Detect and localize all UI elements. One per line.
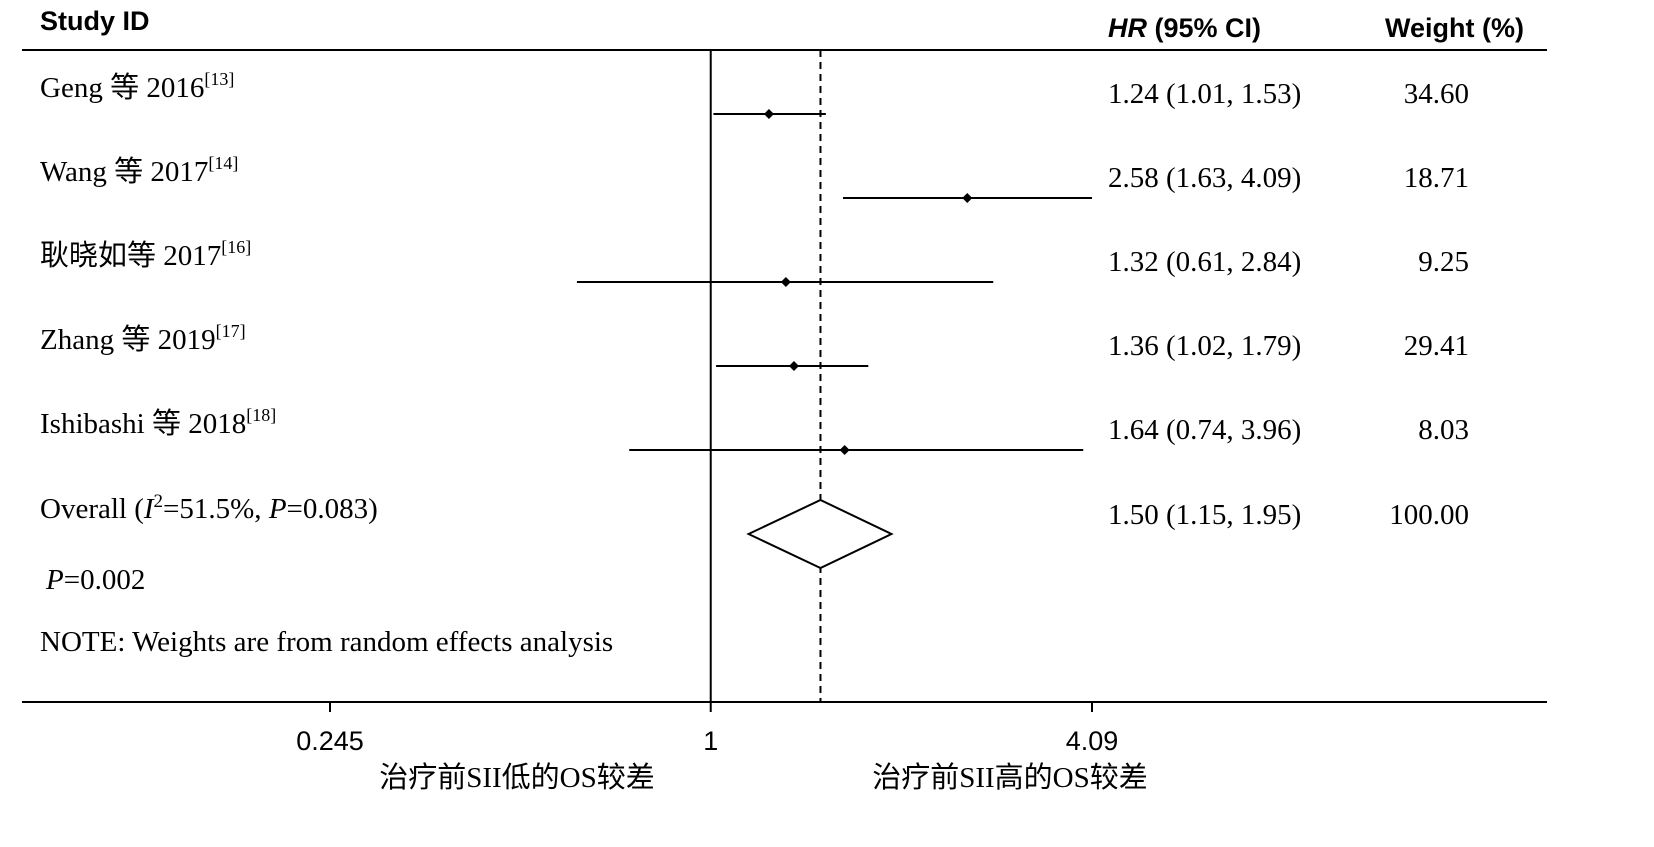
tick-label: 4.09 (1066, 726, 1119, 756)
header-ci-label: (95% CI) (1147, 13, 1261, 43)
ci-text: 1.32 (0.61, 2.84) (1108, 246, 1301, 278)
weights-note: NOTE: Weights are from random effects an… (40, 626, 613, 658)
study-label: Ishibashi 等 2018[18] (40, 405, 276, 440)
overall-p2-value: =0.002 (64, 564, 146, 596)
study-row: Ishibashi 等 2018[18] 1.64 (0.74, 3.96) 8.0… (40, 405, 1469, 455)
weight-value: 34.60 (1404, 78, 1469, 110)
study-name: 耿晓如等 2017 (40, 239, 221, 272)
study-name: Geng 等 2016 (40, 71, 204, 104)
weight-value: 8.03 (1418, 414, 1469, 446)
header-hr-ci: HR (95% CI) (1108, 13, 1261, 43)
overall-row: Overall (I2=51.5%, P=0.083) 1.50 (1.15, … (40, 491, 1469, 570)
weight-value: 29.41 (1404, 330, 1469, 362)
study-ref: [18] (246, 405, 276, 425)
study-row: 耿晓如等 2017[16] 1.32 (0.61, 2.84) 9.25 (40, 237, 1469, 287)
study-row: Zhang 等 2019[17] 1.36 (1.02, 1.79) 29.41 (40, 321, 1469, 371)
study-name: Ishibashi 等 2018 (40, 407, 246, 440)
study-rows: Geng 等 2016[13] 1.24 (1.01, 1.53) 34.60 Wan… (40, 69, 1469, 455)
weight-value: 18.71 (1404, 162, 1469, 194)
overall-i2-value: =51.5%, (163, 493, 269, 525)
ci-text: 1.24 (1.01, 1.53) (1108, 78, 1301, 110)
x-label-left: 治疗前SII低的OS较差 (379, 761, 655, 794)
header-weight: Weight (%) (1385, 13, 1524, 43)
overall-i2-sup: 2 (154, 491, 164, 512)
study-name: Zhang 等 2019 (40, 323, 216, 356)
overall-prefix: Overall ( (40, 493, 144, 525)
study-label: Zhang 等 2019[17] (40, 321, 246, 356)
overall-p2-letter: P (45, 564, 64, 596)
study-label: Geng 等 2016[13] (40, 69, 234, 104)
ci-text: 1.36 (1.02, 1.79) (1108, 330, 1301, 362)
ci-text: 1.64 (0.74, 3.96) (1108, 414, 1301, 446)
overall-ci-text: 1.50 (1.15, 1.95) (1108, 499, 1301, 531)
header-study-id: Study ID (40, 6, 150, 36)
study-label: Wang 等 2017[14] (40, 153, 238, 188)
header-hr-label: HR (1108, 13, 1147, 43)
tick-label: 1 (703, 726, 718, 756)
point-estimate (763, 109, 774, 119)
overall-weight: 100.00 (1389, 499, 1469, 531)
overall-p-letter: P (268, 493, 287, 525)
study-ref: [13] (204, 69, 234, 89)
tick-label: 0.245 (296, 726, 364, 756)
point-estimate (962, 193, 973, 203)
point-estimate (839, 445, 850, 455)
ci-text: 2.58 (1.63, 4.09) (1108, 162, 1301, 194)
study-row: Wang 等 2017[14] 2.58 (1.63, 4.09) 18.71 (40, 153, 1469, 203)
point-estimate (788, 361, 799, 371)
x-axis-ticks: 0.245 1 4.09 (296, 702, 1118, 756)
study-name: Wang 等 2017 (40, 155, 208, 188)
overall-label: Overall (I2=51.5%, P=0.083) (40, 491, 378, 525)
weight-value: 9.25 (1418, 246, 1469, 278)
study-ref: [16] (221, 237, 251, 257)
point-estimate (780, 277, 791, 287)
x-label-right: 治疗前SII高的OS较差 (872, 761, 1148, 794)
study-label: 耿晓如等 2017[16] (40, 237, 251, 272)
study-ref: [14] (208, 153, 238, 173)
overall-p-text: P=0.002 (45, 564, 145, 596)
study-ref: [17] (216, 321, 246, 341)
study-row: Geng 等 2016[13] 1.24 (1.01, 1.53) 34.60 (40, 69, 1469, 119)
overall-i2-letter: I (143, 493, 155, 525)
overall-diamond (746, 498, 894, 570)
overall-p-value: =0.083) (287, 493, 378, 525)
